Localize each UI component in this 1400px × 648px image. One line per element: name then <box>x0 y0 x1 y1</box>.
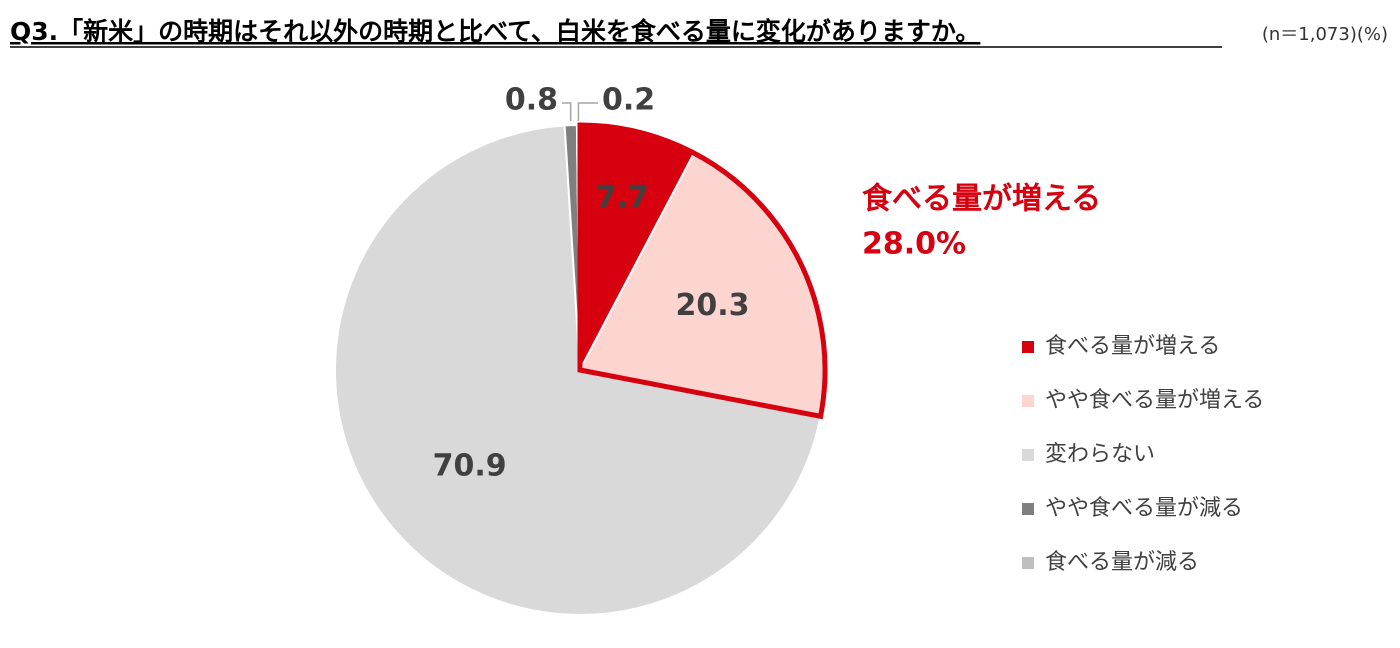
data-label: 7.7 <box>596 180 649 215</box>
legend-swatch <box>1022 395 1034 407</box>
highlight-outline <box>577 122 828 420</box>
annotation-text: 食べる量が増える <box>862 182 1101 217</box>
data-label: 0.2 <box>602 83 655 118</box>
legend-label: やや食べる量が減る <box>1045 496 1243 521</box>
legend-swatch <box>1022 341 1034 353</box>
legend-swatch <box>1022 449 1034 461</box>
legend-label: 変わらない <box>1045 442 1155 467</box>
annotation-value: 28.0% <box>862 227 966 262</box>
chart-subtitle: (n＝1,073)(%) <box>1262 24 1388 45</box>
legend-swatch <box>1022 557 1034 569</box>
leader-line <box>562 102 572 122</box>
data-label: 20.3 <box>675 288 749 323</box>
leader-line <box>577 102 598 122</box>
data-label: 0.8 <box>505 83 558 118</box>
legend-label: やや食べる量が増える <box>1045 388 1264 413</box>
legend-label: 食べる量が増える <box>1045 334 1220 359</box>
chart-title: Q3.「新米」の時期はそれ以外の時期と比べて、白米を食べる量に変化がありますか。 <box>10 17 980 46</box>
data-label: 70.9 <box>433 449 507 484</box>
legend-label: 食べる量が減る <box>1045 550 1199 575</box>
legend-swatch <box>1022 503 1034 515</box>
